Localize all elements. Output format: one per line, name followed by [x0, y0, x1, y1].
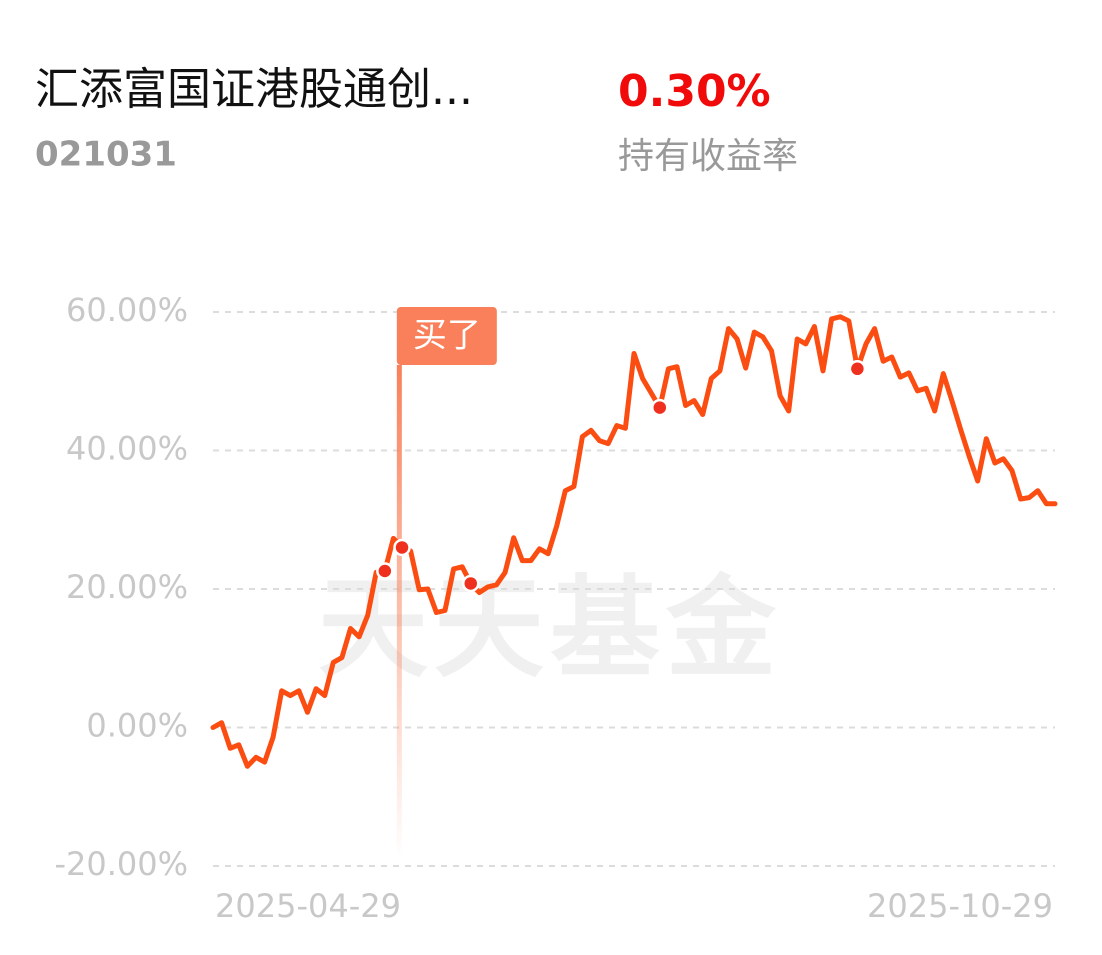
y-tick-label: 60.00%: [66, 291, 188, 329]
fund-code: 021031: [35, 135, 177, 175]
trade-point: [376, 562, 394, 580]
return-label: 持有收益率: [618, 136, 798, 177]
y-tick-label: 0.00%: [86, 707, 188, 745]
trade-point: [651, 398, 669, 417]
fund-name: 汇添富国证港股通创...: [35, 64, 473, 115]
trade-point: [393, 538, 411, 557]
x-tick-label: 2025-04-29: [215, 887, 401, 925]
chart: 天天基金 -20.00% 0.00% 20.00% 40.00% 60.00% 2025-0…: [54, 291, 1058, 925]
return-value: 0.30%: [618, 66, 771, 117]
trade-point: [848, 360, 867, 378]
y-tick-label: 20.00%: [66, 568, 188, 606]
buy-line: [396, 365, 402, 860]
buy-flag-label: 买了: [413, 316, 481, 356]
x-tick-label: 2025-10-29: [867, 887, 1053, 925]
trade-point: [462, 574, 480, 593]
buy-flag: [396, 307, 497, 365]
watermark: 天天基金: [318, 564, 782, 692]
y-tick-label: -20.00%: [54, 845, 188, 883]
y-tick-label: 40.00%: [66, 430, 188, 468]
return-line: [210, 314, 1058, 769]
